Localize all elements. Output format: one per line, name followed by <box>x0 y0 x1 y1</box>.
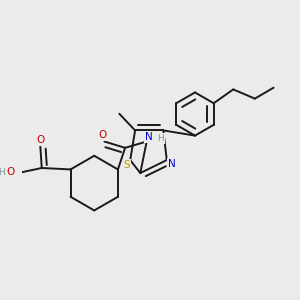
Text: N: N <box>145 132 153 142</box>
Text: S: S <box>123 160 130 170</box>
Text: O: O <box>6 167 14 177</box>
Text: H: H <box>157 134 164 143</box>
Text: N: N <box>168 158 176 169</box>
Text: O: O <box>98 130 106 140</box>
Text: O: O <box>36 135 44 145</box>
Text: H: H <box>0 167 5 176</box>
